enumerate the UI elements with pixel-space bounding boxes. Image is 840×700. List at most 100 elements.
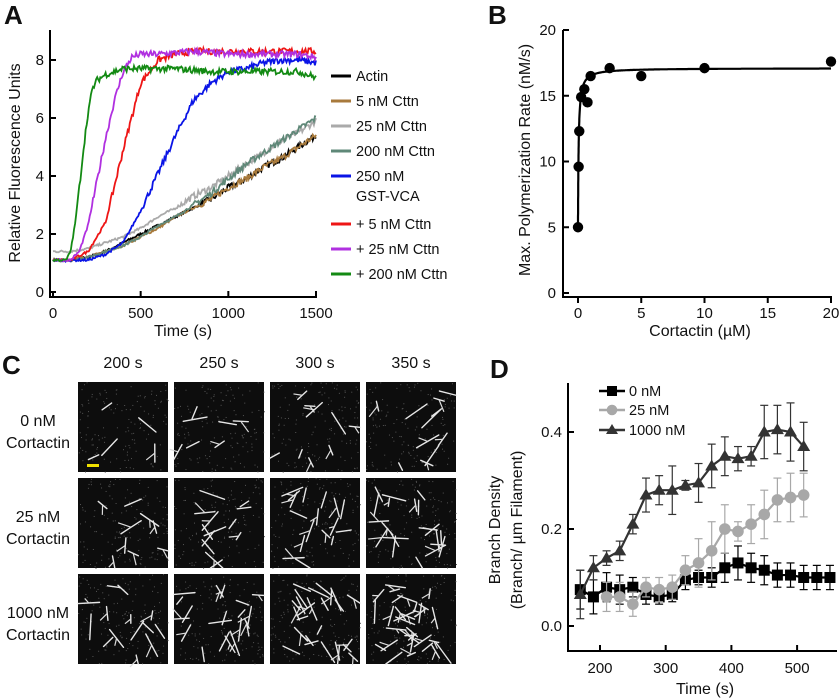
noise-speck [251, 646, 253, 648]
noise-speck [386, 404, 388, 406]
noise-speck [180, 530, 182, 532]
noise-speck [193, 564, 195, 566]
noise-speck [396, 661, 398, 663]
noise-speck [416, 416, 418, 418]
noise-speck [296, 581, 298, 583]
noise-speck [373, 479, 375, 481]
noise-speck [411, 514, 413, 516]
noise-speck [288, 438, 290, 440]
a-series-line [52, 44, 317, 263]
noise-speck [370, 447, 372, 449]
noise-speck [341, 410, 343, 412]
noise-speck [160, 522, 162, 524]
noise-speck [430, 451, 432, 453]
noise-speck [324, 510, 326, 512]
noise-speck [411, 516, 413, 518]
noise-speck [396, 406, 398, 408]
noise-speck [451, 383, 453, 385]
noise-speck [308, 446, 310, 448]
noise-speck [370, 616, 372, 618]
noise-speck [274, 634, 276, 636]
filament-branch [353, 598, 357, 609]
noise-speck [421, 515, 423, 517]
noise-speck [108, 485, 110, 487]
noise-speck [405, 410, 407, 412]
noise-speck [395, 643, 397, 645]
noise-speck [103, 598, 105, 600]
a-series-line [52, 117, 317, 254]
noise-speck [403, 403, 405, 405]
noise-speck [104, 389, 106, 391]
noise-speck [380, 382, 382, 384]
noise-speck [431, 424, 433, 426]
noise-speck [350, 457, 352, 459]
actin-filament [176, 596, 184, 605]
noise-speck [199, 625, 201, 627]
noise-speck [358, 401, 360, 403]
d-data-point [784, 425, 798, 437]
noise-speck [355, 443, 357, 445]
noise-speck [405, 580, 407, 582]
noise-speck [220, 630, 222, 632]
noise-speck [292, 562, 294, 564]
noise-speck [273, 580, 275, 582]
noise-speck [227, 497, 229, 499]
noise-speck [104, 566, 106, 568]
noise-speck [82, 509, 84, 511]
noise-speck [158, 617, 160, 619]
noise-speck [310, 611, 312, 613]
actin-filament [182, 416, 208, 423]
noise-speck [331, 538, 333, 540]
noise-speck [342, 596, 344, 598]
noise-speck [143, 410, 145, 412]
noise-speck [93, 515, 95, 517]
micrograph-image [78, 478, 169, 569]
noise-speck [300, 446, 302, 448]
noise-speck [79, 576, 81, 578]
noise-speck [185, 617, 187, 619]
noise-speck [151, 393, 153, 395]
noise-speck [281, 442, 283, 444]
noise-speck [103, 401, 105, 403]
noise-speck [440, 501, 442, 503]
noise-speck [306, 575, 308, 577]
noise-speck [352, 509, 354, 511]
noise-speck [180, 601, 182, 603]
noise-speck [211, 585, 213, 587]
noise-speck [152, 590, 154, 592]
filament-branch [328, 526, 335, 529]
b-data-point [699, 62, 710, 74]
noise-speck [93, 587, 95, 589]
noise-speck [86, 617, 88, 619]
noise-speck [433, 434, 435, 436]
noise-speck [189, 411, 191, 413]
noise-speck [192, 549, 194, 551]
noise-speck [301, 591, 303, 593]
noise-speck [324, 392, 326, 394]
noise-speck [82, 554, 84, 556]
noise-speck [190, 459, 192, 461]
noise-speck [177, 422, 179, 424]
noise-speck [393, 635, 395, 637]
noise-speck [85, 439, 87, 441]
noise-speck [240, 643, 242, 645]
noise-speck [154, 403, 156, 405]
noise-speck [378, 489, 380, 491]
noise-speck [379, 512, 381, 514]
noise-speck [372, 465, 374, 467]
noise-speck [227, 518, 229, 520]
noise-speck [188, 408, 190, 410]
noise-speck [258, 409, 260, 411]
noise-speck [144, 566, 146, 568]
noise-speck [145, 438, 147, 440]
a-legend-label: Actin [356, 69, 388, 85]
noise-speck [104, 441, 106, 443]
noise-speck [211, 485, 213, 487]
noise-speck [373, 605, 375, 607]
actin-filament [209, 559, 223, 569]
noise-speck [233, 397, 235, 399]
noise-speck [135, 450, 137, 452]
noise-speck [318, 391, 320, 393]
noise-speck [207, 545, 209, 547]
noise-speck [237, 443, 239, 445]
